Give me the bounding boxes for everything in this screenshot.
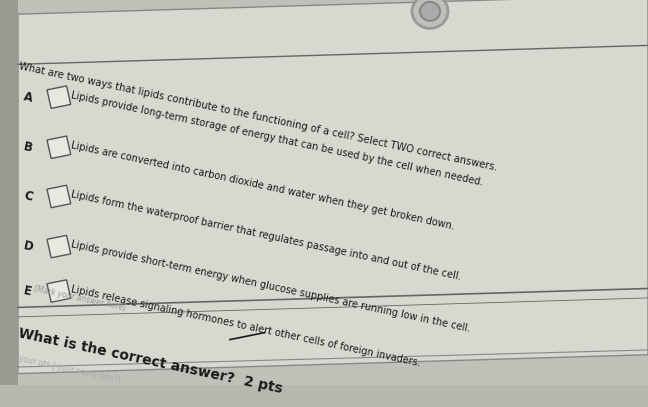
Text: Lipids form the waterproof barrier that regulates passage into and out of the ce: Lipids form the waterproof barrier that … xyxy=(70,189,462,282)
Text: Lipids provide short-term energy when glucose supplies are running low in the ce: Lipids provide short-term energy when gl… xyxy=(70,239,471,334)
Polygon shape xyxy=(18,0,648,374)
Polygon shape xyxy=(0,0,648,385)
Text: What are two ways that lipids contribute to the functioning of a cell? Select TW: What are two ways that lipids contribute… xyxy=(18,61,498,173)
Polygon shape xyxy=(47,86,71,108)
Text: Lipids are converted into carbon dioxide and water when they get broken down.: Lipids are converted into carbon dioxide… xyxy=(70,140,456,231)
Polygon shape xyxy=(0,0,648,19)
Polygon shape xyxy=(47,235,71,258)
Text: A: A xyxy=(22,90,34,105)
Text: Lipids provide long-term storage of energy that can be used by the cell when nee: Lipids provide long-term storage of ener… xyxy=(70,90,484,187)
Text: [Mark your answer here]: [Mark your answer here] xyxy=(33,284,127,312)
Polygon shape xyxy=(47,280,71,302)
Polygon shape xyxy=(0,0,18,385)
Text: B: B xyxy=(22,140,34,155)
Circle shape xyxy=(420,2,440,21)
Text: D: D xyxy=(22,239,34,254)
Polygon shape xyxy=(47,185,71,208)
Text: Lipids release signaling hormones to alert other cells of foreign invaders.: Lipids release signaling hormones to ale… xyxy=(70,284,421,368)
Polygon shape xyxy=(47,136,71,158)
Text: E: E xyxy=(22,284,33,298)
Text: your pts | your score (pts?): your pts | your score (pts?) xyxy=(18,354,121,385)
Text: What is the correct answer?  2 pts: What is the correct answer? 2 pts xyxy=(17,326,284,396)
Text: C: C xyxy=(22,189,34,204)
Circle shape xyxy=(412,0,448,28)
